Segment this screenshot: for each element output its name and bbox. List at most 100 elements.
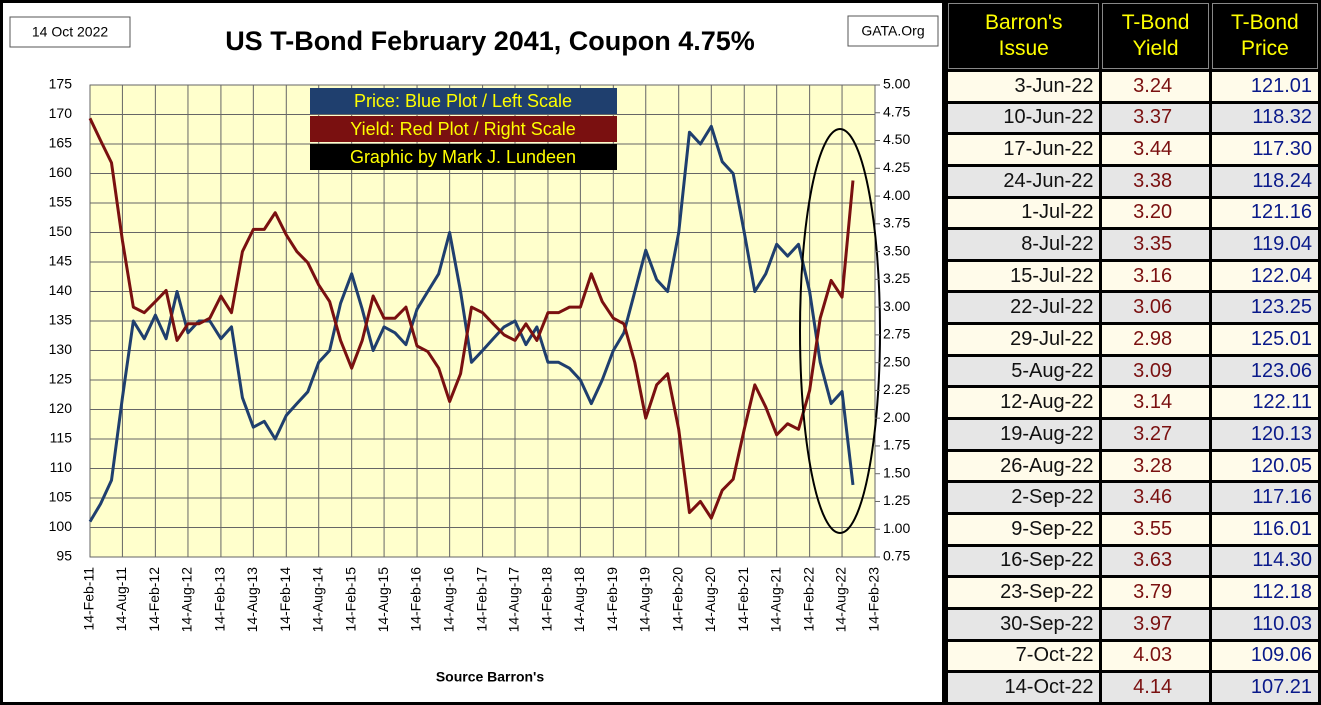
- y-tick-label: 135: [49, 312, 73, 328]
- table-cell: 14-Oct-22: [948, 673, 1100, 702]
- table-cell: 3.27: [1102, 420, 1209, 449]
- table-cell: 2.98: [1102, 325, 1209, 354]
- table-cell: 3.44: [1102, 135, 1209, 164]
- table-cell: 3.14: [1102, 388, 1209, 418]
- date-box: [9, 16, 131, 48]
- x-tick-label: 14-Aug-13: [244, 567, 260, 633]
- table-row: 22-Jul-22 3.06 123.25: [948, 293, 1318, 323]
- x-tick-label: 14-Feb-21: [735, 567, 751, 632]
- table-cell: 121.01: [1211, 72, 1318, 101]
- table-cell: 3.79: [1102, 578, 1209, 607]
- table-row: 24-Jun-22 3.38 118.24: [948, 166, 1318, 196]
- y2-tick-label: 0.75: [883, 548, 910, 564]
- y-tick-label: 160: [49, 164, 73, 180]
- table-cell: 3-Jun-22: [948, 72, 1100, 101]
- chart: 14 Oct 2022 US T-Bond February 2041, Cou…: [3, 3, 942, 702]
- table-row: 14-Oct-22 4.14 107.21: [948, 673, 1318, 702]
- x-tick-label: 14-Feb-20: [669, 567, 685, 632]
- table-row: 16-Sep-22 3.63 114.30: [948, 546, 1318, 576]
- table-cell: 110.03: [1211, 609, 1318, 639]
- x-tick-label: 14-Aug-18: [571, 567, 587, 633]
- x-tick-label: 14-Feb-16: [408, 567, 424, 632]
- x-tick-label: 14-Aug-17: [506, 567, 522, 633]
- y2-tick-label: 1.75: [883, 437, 910, 453]
- y2-tick-label: 3.50: [883, 242, 910, 258]
- x-tick-label: 14-Aug-22: [833, 567, 849, 633]
- x-tick-label: 14-Aug-12: [179, 567, 195, 633]
- table-row: 23-Sep-22 3.79 112.18: [948, 578, 1318, 607]
- x-tick-label: 14-Feb-15: [342, 567, 358, 632]
- note: Graphic by Mark J. Lundeen: [350, 147, 576, 167]
- x-tick-label: 14-Feb-23: [866, 567, 882, 632]
- y2-tick-label: 4.25: [883, 159, 910, 175]
- table-row: 26-Aug-22 3.28 120.05: [948, 451, 1318, 481]
- table-cell: 10-Jun-22: [948, 103, 1100, 133]
- table-cell: 4.14: [1102, 673, 1209, 702]
- table-cell: 3.09: [1102, 356, 1209, 386]
- table-cell: 3.97: [1102, 609, 1209, 639]
- table-cell: 107.21: [1211, 673, 1318, 702]
- table-cell: 122.04: [1211, 261, 1318, 291]
- y2-tick-label: 5.00: [883, 76, 910, 92]
- x-tick-label: 14-Aug-16: [440, 567, 456, 633]
- table-cell: 15-Jul-22: [948, 261, 1100, 291]
- table-cell: 4.03: [1102, 641, 1209, 671]
- table-row: 9-Sep-22 3.55 116.01: [948, 514, 1318, 544]
- table-cell: 3.06: [1102, 293, 1209, 323]
- table-cell: 16-Sep-22: [948, 546, 1100, 576]
- table-cell: 29-Jul-22: [948, 325, 1100, 354]
- y2-tick-label: 2.75: [883, 326, 910, 342]
- note-box: [310, 144, 617, 170]
- y2-tick-label: 1.50: [883, 464, 910, 480]
- table-cell: 7-Oct-22: [948, 641, 1100, 671]
- y-tick-label: 155: [49, 194, 73, 210]
- table-header: Barron's Issue T-Bond Yield T-Bond Price: [948, 3, 1318, 69]
- table-cell: 119.04: [1211, 230, 1318, 259]
- legend-label: Yield: Red Plot / Right Scale: [350, 119, 575, 139]
- series-line: [88, 117, 855, 520]
- x-axis-title: Source Barron's: [436, 669, 545, 685]
- table-cell: 123.25: [1211, 293, 1318, 323]
- table-row: 7-Oct-22 4.03 109.06: [948, 641, 1318, 671]
- table-cell: 5-Aug-22: [948, 356, 1100, 386]
- x-tick-label: 14-Feb-12: [146, 567, 162, 632]
- x-tick-label: 14-Aug-15: [375, 567, 391, 633]
- x-tick-label: 14-Aug-11: [113, 567, 129, 632]
- header-cell: T-Bond Yield: [1102, 3, 1209, 69]
- table-cell: 125.01: [1211, 325, 1318, 354]
- x-tick-label: 14-Feb-18: [539, 567, 555, 632]
- y2-tick-label: 4.50: [883, 131, 910, 147]
- x-tick-label: 14-Feb-19: [604, 567, 620, 632]
- y-tick-label: 95: [56, 548, 72, 564]
- series-line: [88, 124, 855, 523]
- y-tick-label: 165: [49, 135, 73, 151]
- y-tick-label: 130: [49, 341, 73, 357]
- table-cell: 1-Jul-22: [948, 198, 1100, 228]
- table-row: 29-Jul-22 2.98 125.01: [948, 325, 1318, 354]
- table-cell: 19-Aug-22: [948, 420, 1100, 449]
- y2-tick-label: 1.25: [883, 492, 910, 508]
- y2-tick-label: 3.00: [883, 298, 910, 314]
- legend-label: Price: Blue Plot / Left Scale: [354, 91, 572, 111]
- x-tick-label: 14-Feb-13: [212, 567, 228, 632]
- table-cell: 121.16: [1211, 198, 1318, 228]
- y2-tick-label: 4.75: [883, 103, 910, 119]
- header-cell: Barron's Issue: [948, 3, 1100, 69]
- table-cell: 3.55: [1102, 514, 1209, 544]
- table-cell: 118.32: [1211, 103, 1318, 133]
- table-body: 3-Jun-22 3.24 121.01 10-Jun-22 3.37 118.32 17-…: [948, 72, 1318, 702]
- y2-tick-label: 3.25: [883, 270, 910, 286]
- y2-tick-label: 4.00: [883, 187, 910, 203]
- x-tick-label: 14-Aug-20: [702, 567, 718, 633]
- x-tick-label: 14-Aug-14: [309, 567, 325, 633]
- table-cell: 120.05: [1211, 451, 1318, 481]
- table-cell: 3.28: [1102, 451, 1209, 481]
- source-box: [847, 15, 939, 47]
- table-cell: 8-Jul-22: [948, 230, 1100, 259]
- table-cell: 3.16: [1102, 261, 1209, 291]
- y-tick-label: 170: [49, 105, 73, 121]
- table-row: 10-Jun-22 3.37 118.32: [948, 103, 1318, 133]
- y-tick-label: 145: [49, 253, 73, 269]
- y-tick-label: 110: [50, 459, 73, 475]
- table-row: 12-Aug-22 3.14 122.11: [948, 388, 1318, 418]
